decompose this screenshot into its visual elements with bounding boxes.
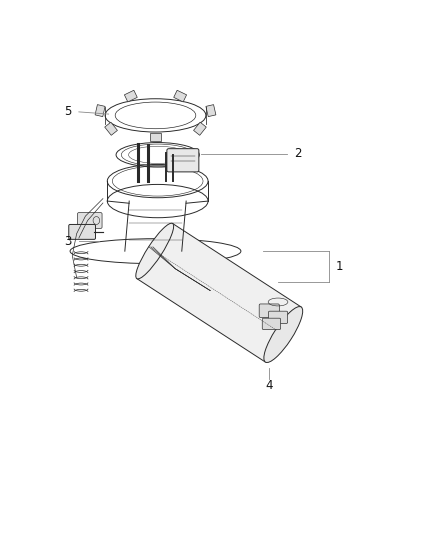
Polygon shape (150, 133, 161, 141)
Text: 5: 5 (64, 106, 71, 118)
Ellipse shape (264, 306, 303, 362)
Polygon shape (124, 90, 137, 102)
Text: 4: 4 (265, 379, 273, 392)
FancyBboxPatch shape (167, 149, 199, 172)
FancyBboxPatch shape (78, 213, 102, 229)
Polygon shape (137, 223, 301, 362)
FancyBboxPatch shape (268, 311, 288, 324)
Text: 3: 3 (64, 235, 71, 248)
Polygon shape (95, 104, 105, 117)
Ellipse shape (136, 223, 173, 279)
FancyBboxPatch shape (259, 304, 279, 318)
Text: 2: 2 (294, 148, 302, 160)
Polygon shape (206, 104, 216, 117)
Polygon shape (194, 122, 206, 135)
Polygon shape (174, 90, 187, 102)
FancyBboxPatch shape (262, 318, 281, 329)
Text: 1: 1 (336, 260, 343, 273)
FancyBboxPatch shape (69, 224, 95, 239)
Polygon shape (105, 122, 117, 135)
